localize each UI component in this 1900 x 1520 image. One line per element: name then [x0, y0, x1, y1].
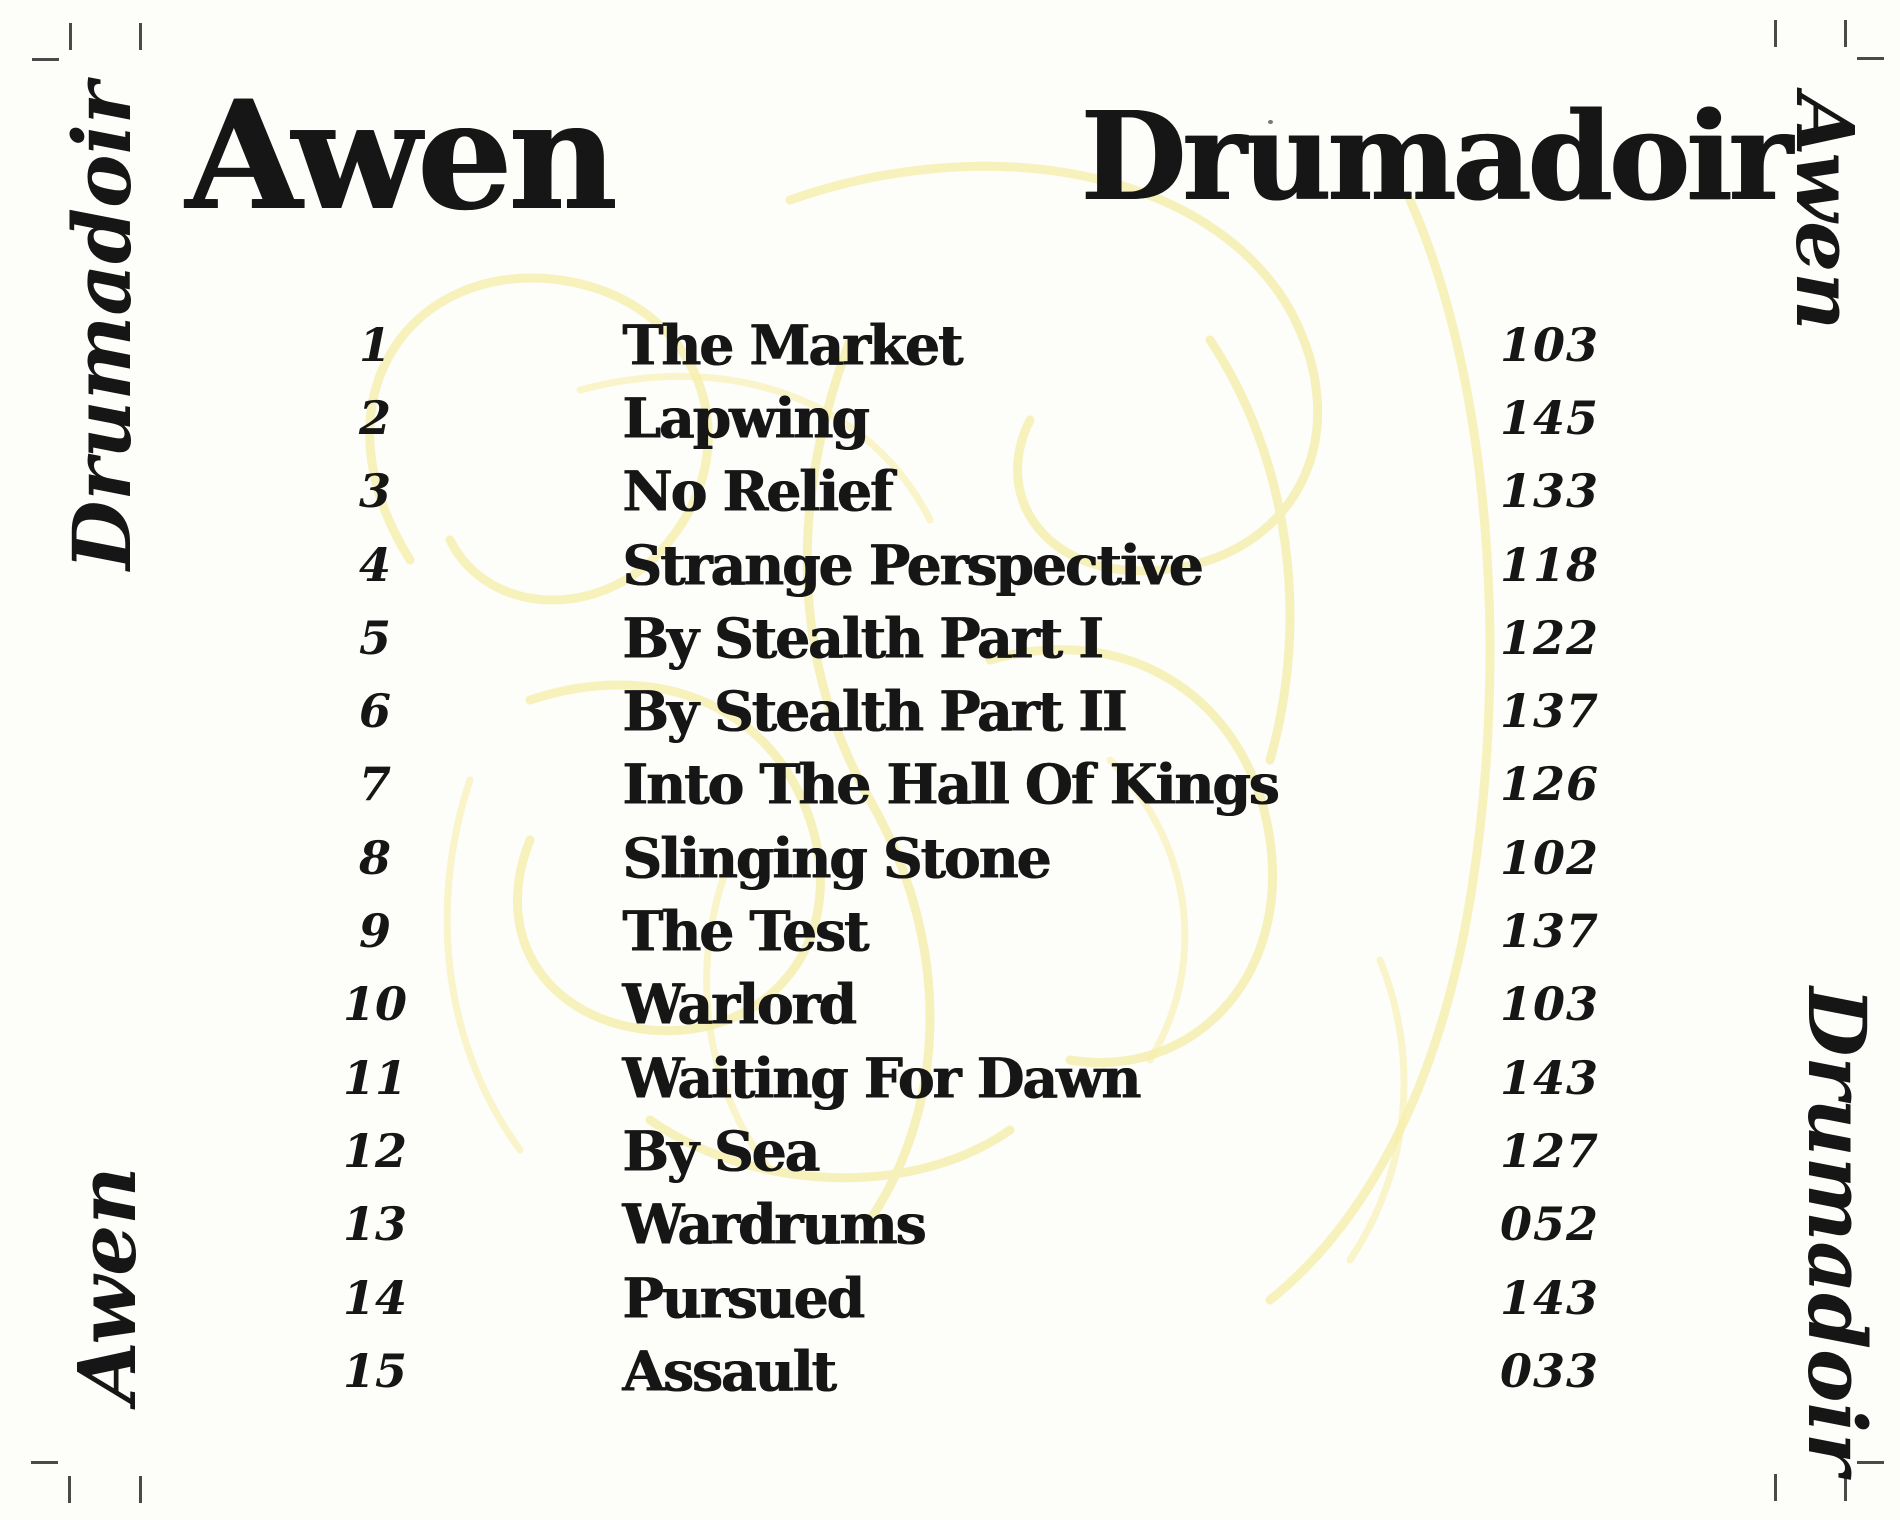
- track-row: 10 Warlord 103: [0, 968, 1900, 1041]
- album-title: Drumadoir: [1080, 84, 1792, 228]
- track-title: The Test: [622, 898, 869, 964]
- crop-mark-bottom-left-v1: [68, 1476, 71, 1503]
- track-duration: 033: [1500, 1343, 1600, 1398]
- track-number: 12: [342, 1123, 407, 1178]
- track-duration: 137: [1500, 684, 1600, 739]
- crop-mark-top-right-v2: [1844, 20, 1847, 47]
- track-row: 6 By Stealth Part II 137: [0, 674, 1900, 747]
- track-number: 9: [358, 904, 391, 959]
- track-title: Pursued: [622, 1265, 865, 1330]
- track-number: 10: [342, 977, 407, 1032]
- track-row: 14 Pursued 143: [0, 1261, 1900, 1334]
- track-number: 5: [358, 610, 391, 665]
- celtic-knotwork-background: [365, 161, 1495, 1305]
- track-number: 6: [358, 684, 391, 739]
- track-number: 14: [342, 1270, 407, 1325]
- track-number: 2: [358, 390, 391, 445]
- track-title: By Stealth Part II: [622, 678, 1127, 744]
- track-duration: 143: [1500, 1270, 1600, 1325]
- track-row: 12 By Sea 127: [0, 1114, 1900, 1187]
- track-number: 11: [342, 1050, 407, 1105]
- track-duration: 102: [1500, 830, 1600, 885]
- track-title: Lapwing: [622, 385, 869, 451]
- track-row: 4 Strange Perspective 118: [0, 528, 1900, 601]
- track-duration: 145: [1500, 390, 1600, 445]
- track-duration: 126: [1500, 757, 1600, 812]
- track-duration: 143: [1500, 1050, 1600, 1105]
- track-list: 1 The Market 103 2 Lapwing 145 3 No Relief 133 4 S…: [0, 308, 1900, 1407]
- track-row: 13 Wardrums 052: [0, 1188, 1900, 1261]
- crop-mark-top-left-v2: [139, 23, 142, 50]
- track-duration: 133: [1500, 464, 1600, 519]
- track-number: 1: [358, 317, 391, 372]
- track-row: 11 Waiting For Dawn 143: [0, 1041, 1900, 1114]
- crop-mark-bottom-right-v1: [1774, 1474, 1777, 1501]
- track-row: 3 No Relief 133: [0, 455, 1900, 528]
- crop-mark-bottom-right-v2: [1844, 1474, 1847, 1501]
- track-duration: 103: [1500, 317, 1600, 372]
- track-title: Wardrums: [622, 1191, 926, 1257]
- track-number: 8: [358, 830, 391, 885]
- track-row: 15 Assault 033: [0, 1334, 1900, 1407]
- track-duration: 137: [1500, 904, 1600, 959]
- track-title: By Stealth Part I: [622, 605, 1104, 671]
- crop-mark-top-left-v1: [69, 23, 72, 50]
- crop-mark-bottom-right-h: [1857, 1461, 1884, 1464]
- track-duration: 122: [1500, 610, 1600, 665]
- track-number: 4: [358, 537, 391, 592]
- track-duration: 052: [1500, 1197, 1600, 1252]
- track-row: 5 By Stealth Part I 122: [0, 601, 1900, 674]
- crop-mark-top-left-h: [32, 58, 59, 61]
- artist-title: Awen: [185, 68, 617, 244]
- track-title: By Sea: [622, 1118, 820, 1184]
- track-title: Waiting For Dawn: [622, 1045, 1141, 1111]
- crop-mark-bottom-left-h: [31, 1461, 58, 1464]
- track-title: Assault: [622, 1338, 837, 1404]
- track-row: 9 The Test 137: [0, 894, 1900, 967]
- print-speck: [1268, 120, 1273, 124]
- spine-right-artist-text: Awen: [1778, 93, 1872, 331]
- track-number: 3: [358, 464, 391, 519]
- track-duration: 118: [1500, 537, 1600, 592]
- crop-mark-top-right-v1: [1774, 20, 1777, 47]
- track-title: The Market: [622, 312, 963, 378]
- track-number: 7: [358, 757, 391, 812]
- crop-mark-bottom-left-v2: [139, 1476, 142, 1503]
- track-number: 15: [342, 1343, 407, 1398]
- track-title: Slinging Stone: [622, 825, 1051, 891]
- track-title: Into The Hall Of Kings: [622, 751, 1279, 817]
- track-row: 8 Slinging Stone 102: [0, 821, 1900, 894]
- track-title: Warlord: [622, 971, 857, 1037]
- track-title: Strange Perspective: [622, 532, 1203, 598]
- track-number: 13: [342, 1197, 407, 1252]
- track-duration: 103: [1500, 977, 1600, 1032]
- crop-mark-top-right-h: [1857, 57, 1884, 60]
- track-row: 7 Into The Hall Of Kings 126: [0, 748, 1900, 821]
- track-row: 2 Lapwing 145: [0, 381, 1900, 454]
- track-title: No Relief: [622, 458, 893, 524]
- track-duration: 127: [1500, 1123, 1600, 1178]
- track-row: 1 The Market 103: [0, 308, 1900, 381]
